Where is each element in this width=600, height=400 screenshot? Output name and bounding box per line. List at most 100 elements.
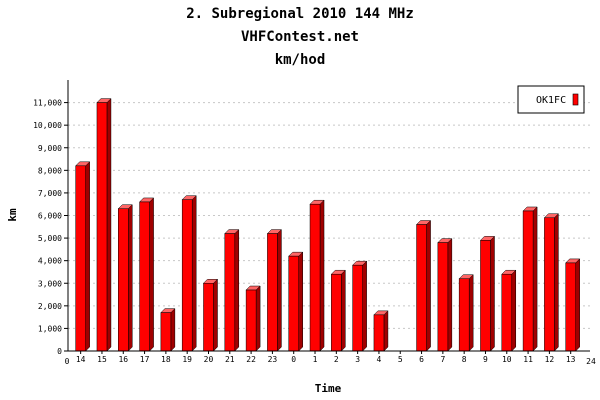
bar-front: [288, 255, 299, 352]
y-tick-label: 1,000: [38, 324, 62, 333]
bar: [138, 197, 155, 352]
y-tick-label: 0: [57, 347, 62, 356]
bar: [543, 213, 559, 352]
bar-side: [362, 260, 367, 352]
legend-label: OK1FC: [536, 95, 566, 106]
bar-front: [565, 262, 576, 352]
x-tick-label: 23: [268, 355, 278, 364]
bar-side: [277, 228, 282, 352]
legend-swatch: [572, 93, 579, 106]
bar-front: [96, 102, 108, 352]
bar: [373, 310, 389, 352]
x-tick-label: 9: [483, 355, 488, 364]
bar: [117, 204, 133, 352]
x-tick-label: 18: [161, 355, 171, 364]
bar-side: [191, 195, 197, 352]
x-tick-label: 14: [76, 355, 86, 364]
bar-front: [437, 242, 449, 352]
bar-side: [468, 274, 474, 352]
x-tick-label: 6: [419, 355, 424, 364]
x-tick-label: 15: [97, 355, 107, 364]
bar-front: [480, 240, 491, 352]
bar-side: [298, 251, 303, 352]
bar: [415, 219, 432, 352]
bar: [224, 228, 240, 352]
bars-group: [75, 97, 581, 352]
bar: [309, 199, 325, 352]
y-tick-label: 4,000: [38, 257, 62, 266]
bar-side: [319, 199, 325, 352]
y-tick-label: 7,000: [38, 189, 62, 198]
y-tick-label: 9,000: [38, 144, 62, 153]
bar: [458, 274, 474, 352]
bar-front: [75, 165, 86, 352]
bar-front: [160, 312, 172, 352]
bar: [75, 161, 91, 352]
bar: [202, 278, 219, 352]
bar: [479, 235, 496, 352]
bar-side: [532, 206, 538, 352]
bar-front: [522, 210, 534, 352]
bar-front: [331, 273, 342, 352]
bar: [96, 97, 112, 352]
x-tick-label: 17: [140, 355, 150, 364]
bar-front: [181, 199, 193, 352]
legend: OK1FC: [517, 85, 585, 114]
x-tick-label: 4: [377, 355, 382, 364]
y-tick-label: 2,000: [38, 302, 62, 311]
bar-side: [149, 197, 154, 352]
bar-front: [416, 224, 427, 352]
y-tick-label: 6,000: [38, 212, 62, 221]
bar-front: [373, 314, 385, 352]
bar-side: [106, 97, 112, 352]
bar-side: [554, 213, 559, 352]
bar-side: [426, 219, 431, 352]
x-tick-label: 7: [440, 355, 445, 364]
x-tick-label: 12: [545, 355, 555, 364]
bar: [352, 260, 368, 352]
y-tick-label: 8,000: [38, 166, 62, 175]
bar-side: [170, 308, 176, 352]
chart-subtitle: VHFContest.net: [241, 29, 359, 45]
x-tick-label: 20: [204, 355, 214, 364]
bar-front: [139, 201, 150, 352]
bar: [522, 206, 538, 352]
x-tick-label: 22: [246, 355, 256, 364]
bar: [288, 251, 304, 352]
bar-front: [352, 264, 363, 352]
x-tick-label: 11: [523, 355, 533, 364]
bar-side: [85, 161, 90, 352]
x-tick-labels: 14 15 16 17 18 19 20 21 22 23 0 1 2 3 4 5 6 7 8 9 10 11 12 130 2…: [65, 351, 596, 366]
bar-front: [203, 283, 214, 352]
x-tick-label: 3: [355, 355, 360, 364]
x-axis-title: Time: [315, 382, 342, 395]
bar-front: [245, 289, 257, 352]
chart-title: 2. Subregional 2010 144 MHz: [186, 6, 414, 22]
bar-side: [447, 237, 453, 352]
bar-front: [458, 278, 470, 352]
x-edge-label-end: 24: [586, 357, 596, 366]
x-tick-label: 8: [462, 355, 467, 364]
bar-front: [224, 233, 236, 352]
chart-unit-subtitle: km/hod: [275, 52, 326, 68]
bar: [437, 237, 453, 352]
bar: [565, 258, 581, 352]
bar-side: [213, 278, 218, 352]
bar: [330, 269, 346, 352]
bar: [160, 308, 176, 352]
x-tick-label: 13: [566, 355, 576, 364]
x-tick-label: 5: [398, 355, 403, 364]
bar-side: [490, 235, 495, 352]
x-tick-label: 21: [225, 355, 235, 364]
x-tick-label: 1: [313, 355, 318, 364]
bar-front: [501, 273, 513, 352]
bar-side: [341, 269, 346, 352]
x-edge-label-start: 0: [65, 357, 70, 366]
x-tick-label: 10: [502, 355, 512, 364]
x-tick-label: 0: [291, 355, 296, 364]
y-tick-label: 11,000: [33, 99, 62, 108]
bar: [245, 285, 261, 352]
bar-side: [575, 258, 580, 352]
bar-front: [544, 217, 555, 352]
